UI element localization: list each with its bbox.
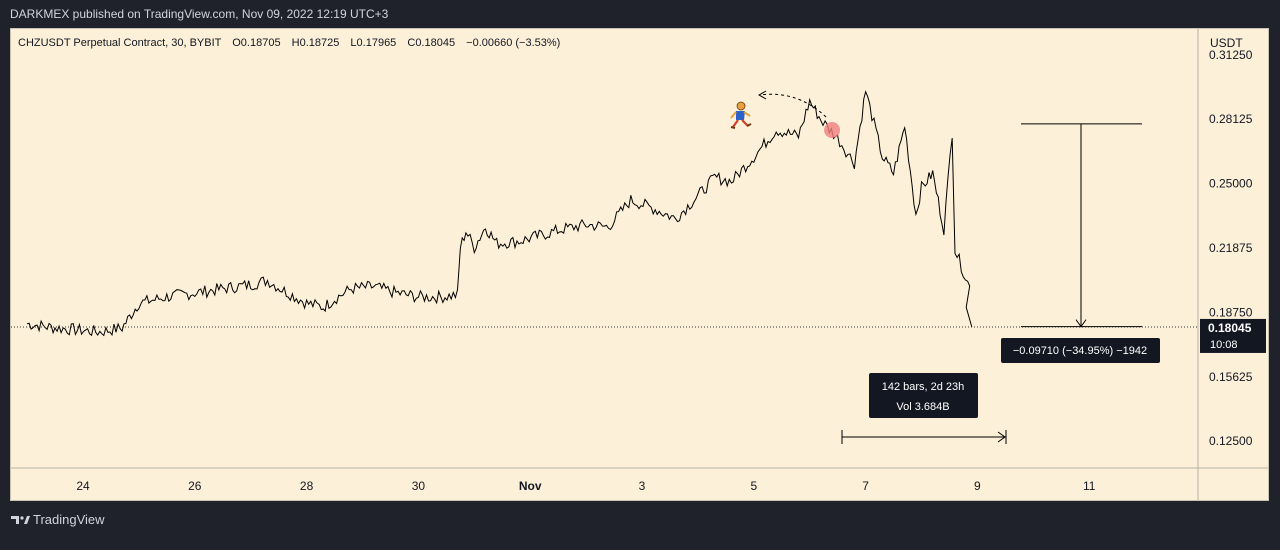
publish-info-text: DARKMEX published on TradingView.com, No… bbox=[10, 7, 389, 21]
date-range-arrow-head bbox=[997, 431, 1006, 443]
price-tick-5: 0.15625 bbox=[1209, 370, 1253, 384]
price-tick-2: 0.25000 bbox=[1209, 177, 1253, 191]
footer-bar: TradingView bbox=[0, 503, 1280, 537]
time-tick-9: 11 bbox=[1083, 479, 1096, 493]
dashed-arrow-head bbox=[758, 90, 767, 100]
price-series-line bbox=[26, 90, 973, 337]
measure-change-label: −0.09710 (−34.95%) −1942 bbox=[1013, 345, 1147, 357]
time-axis[interactable]: 24 26 28 30 Nov 3 5 7 9 11 bbox=[76, 479, 1095, 493]
time-tick-2: 28 bbox=[300, 479, 314, 493]
ohlc-legend: CHZUSDT Perpetual Contract, 30, BYBIT O0… bbox=[18, 37, 560, 49]
time-tick-7: 7 bbox=[862, 479, 869, 493]
footer-brand: TradingView bbox=[33, 512, 105, 527]
time-tick-3: 30 bbox=[412, 479, 426, 493]
time-tick-5: 3 bbox=[639, 479, 646, 493]
legend-symbol: CHZUSDT Perpetual Contract, 30, BYBIT bbox=[18, 37, 222, 49]
bar-countdown: 10:08 bbox=[1210, 339, 1238, 351]
price-axis[interactable]: 0.31250 0.28125 0.25000 0.21875 0.18750 0.156… bbox=[1209, 48, 1253, 448]
time-tick-6: 5 bbox=[750, 479, 757, 493]
highlight-marker bbox=[824, 121, 841, 138]
price-tick-1: 0.28125 bbox=[1209, 112, 1253, 126]
legend-open: O0.18705 bbox=[232, 37, 280, 49]
date-range-volume-label: Vol 3.684B bbox=[896, 401, 949, 413]
time-tick-4: Nov bbox=[519, 479, 542, 493]
date-range-measure[interactable]: 142 bars, 2d 23h Vol 3.684B bbox=[841, 373, 1007, 444]
price-range-measure[interactable]: −0.09710 (−34.95%) −1942 bbox=[1001, 123, 1160, 363]
time-tick-8: 9 bbox=[974, 479, 981, 493]
legend-change: −0.00660 (−3.53%) bbox=[466, 37, 560, 49]
legend-close: C0.18045 bbox=[407, 37, 455, 49]
tradingview-logo-icon bbox=[10, 503, 30, 550]
date-range-badge bbox=[869, 373, 978, 418]
price-tick-4: 0.18750 bbox=[1209, 305, 1253, 319]
price-tick-6: 0.12500 bbox=[1209, 434, 1253, 448]
last-price-label: 0.18045 10:08 bbox=[1200, 318, 1266, 353]
price-chart[interactable]: CHZUSDT Perpetual Contract, 30, BYBIT O0… bbox=[0, 0, 1280, 537]
publish-info: DARKMEX published on TradingView.com, No… bbox=[0, 0, 1280, 28]
time-tick-0: 24 bbox=[76, 479, 90, 493]
legend-low: L0.17965 bbox=[350, 37, 396, 49]
legend-high: H0.18725 bbox=[292, 37, 340, 49]
time-tick-1: 26 bbox=[188, 479, 202, 493]
last-price-value: 0.18045 bbox=[1208, 321, 1252, 335]
dashed-arrow bbox=[759, 93, 827, 118]
price-tick-3: 0.21875 bbox=[1209, 241, 1253, 255]
running-man-icon bbox=[730, 101, 752, 129]
measure-arrow-head bbox=[1075, 319, 1087, 328]
chart-frame bbox=[10, 28, 1269, 501]
measure-change-badge bbox=[1001, 338, 1160, 363]
currency-label: USDT bbox=[1210, 36, 1243, 50]
date-range-bars-label: 142 bars, 2d 23h bbox=[882, 381, 965, 393]
price-tick-0: 0.31250 bbox=[1209, 48, 1253, 62]
